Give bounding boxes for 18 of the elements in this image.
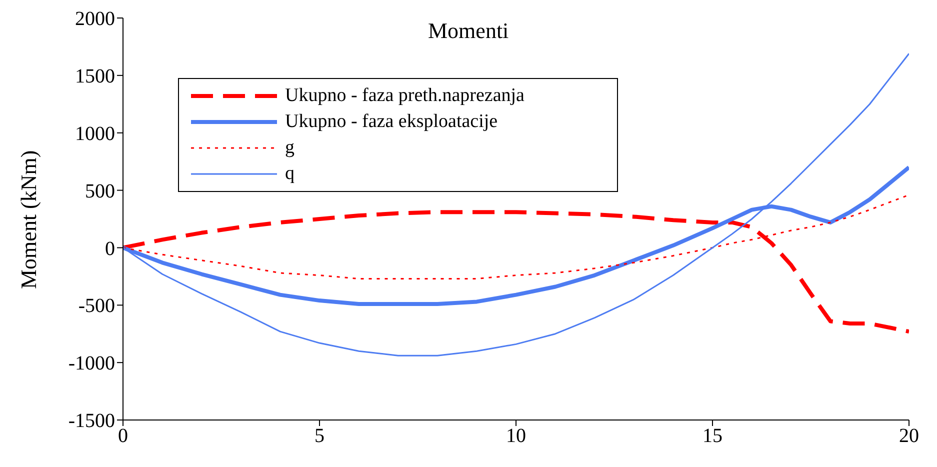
legend-label: Ukupno - faza eksploatacije	[285, 110, 498, 134]
x-tick-label: 5	[314, 425, 324, 448]
y-tick-label: 500	[85, 180, 115, 202]
y-axis-title: Moment (kNm)	[16, 150, 41, 289]
y-tick-label: 1000	[75, 122, 115, 145]
chart-title: Momenti	[428, 18, 509, 44]
y-tick-label: -500	[78, 295, 115, 318]
y-tick-label: 2000	[75, 8, 115, 30]
x-tick-label: 15	[702, 425, 722, 448]
y-tick-label: 0	[105, 238, 115, 260]
x-tick-label: 20	[899, 425, 919, 448]
legend-label: g	[285, 136, 294, 160]
y-tick-label: -1500	[68, 410, 115, 432]
y-tick-label: 1500	[75, 66, 115, 88]
legend-label: Ukupno - faza preth.naprezanja	[285, 84, 524, 108]
legend-label: q	[285, 162, 294, 186]
y-tick-label: -1000	[68, 352, 115, 375]
x-tick-label: 10	[506, 425, 526, 448]
